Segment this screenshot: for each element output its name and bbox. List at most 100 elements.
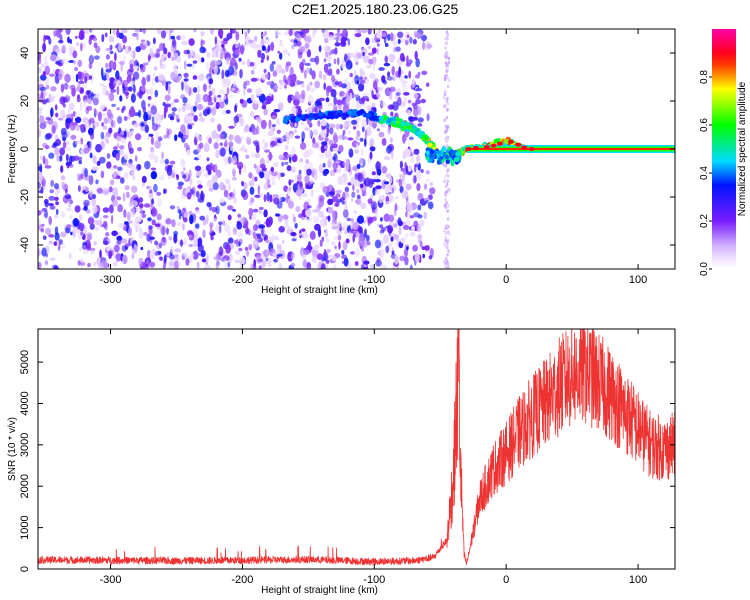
heatmap-cell (348, 88, 353, 94)
heatmap-cell (147, 136, 150, 140)
heatmap-cell (64, 146, 71, 152)
heatmap-cell (225, 57, 230, 65)
heatmap-cell (69, 214, 73, 219)
heatmap-cell (177, 185, 183, 190)
heatmap-cell (215, 101, 220, 110)
heatmap-cell (116, 235, 123, 241)
heatmap-cell (132, 71, 140, 80)
heatmap-cell (290, 39, 294, 43)
heatmap-cell (382, 79, 387, 85)
heatmap-cell (142, 106, 147, 114)
heatmap-cell (444, 130, 447, 134)
heatmap-cell (334, 245, 337, 250)
heatmap-cell (197, 184, 203, 189)
x-tick-label: -100 (363, 274, 385, 286)
heatmap-cell (259, 171, 265, 179)
heatmap-cell (301, 83, 305, 88)
heatmap-cell (447, 56, 451, 61)
heatmap-cell (443, 242, 446, 246)
heatmap-cell (98, 262, 105, 269)
heatmap-cell (305, 208, 312, 218)
heatmap-cell (290, 262, 296, 267)
heatmap-cell (310, 57, 317, 63)
heatmap-cell (42, 71, 46, 77)
heatmap-cell (202, 83, 207, 92)
y-tick-label: -20 (19, 189, 31, 205)
heatmap-cell (255, 233, 262, 237)
heatmap-cell (444, 51, 448, 55)
y-tick-label: 20 (19, 95, 31, 107)
heatmap-cell (154, 112, 161, 122)
heatmap-cell (154, 240, 159, 246)
heatmap-cell (337, 81, 343, 88)
heatmap-cell (215, 252, 220, 263)
heatmap-cell (325, 51, 329, 58)
heatmap-cell (365, 37, 370, 46)
heatmap-cell (337, 176, 344, 185)
heatmap-cell (193, 29, 197, 33)
heatmap-cell (274, 235, 279, 241)
heatmap-cell (112, 199, 118, 207)
heatmap-cell (375, 185, 382, 190)
heatmap-cell (116, 115, 123, 125)
heatmap-cell (290, 232, 297, 237)
heatmap-cell (299, 142, 307, 150)
heatmap-cell (399, 174, 402, 178)
heatmap-cell (294, 175, 298, 184)
heatmap-cell (388, 175, 393, 184)
heatmap-cell (375, 160, 381, 170)
heatmap-cell (249, 216, 252, 220)
heatmap-cell (412, 38, 417, 45)
heatmap-cell (215, 133, 221, 138)
heatmap-cell (366, 98, 370, 102)
heatmap-cell (90, 132, 95, 140)
heatmap-cell (38, 51, 42, 61)
y-tick-label: 0 (19, 146, 31, 152)
heatmap-cell (223, 142, 227, 148)
heatmap-cell (183, 167, 186, 171)
heatmap-cell (218, 101, 225, 109)
heatmap-cell (336, 68, 340, 75)
heatmap-cell (147, 249, 151, 260)
heatmap-cell (180, 124, 186, 134)
heatmap-cell (122, 105, 126, 111)
heatmap-cell (443, 118, 447, 122)
heatmap-cell (209, 61, 216, 69)
heatmap-cell (156, 29, 162, 35)
heatmap-cell (417, 234, 423, 240)
heatmap-cell (120, 177, 125, 184)
heatmap-cell (404, 121, 410, 127)
heatmap-cell (344, 91, 349, 98)
heatmap-cell (174, 134, 178, 142)
heatmap-cell (304, 114, 310, 119)
heatmap-cell (58, 39, 64, 44)
heatmap-cell (212, 182, 219, 191)
heatmap-cell (138, 226, 142, 235)
heatmap-cell (278, 31, 282, 36)
heatmap-cell (219, 181, 225, 191)
heatmap-cell (246, 250, 250, 257)
heatmap-cell (399, 160, 403, 169)
heatmap-cell (387, 33, 391, 41)
heatmap-cell (339, 90, 345, 97)
heatmap-cell (252, 214, 257, 221)
colorbar-tick-label: 0.6 (699, 118, 710, 132)
heatmap-cell (143, 111, 149, 122)
heatmap-cell (123, 153, 129, 160)
heatmap-cell (273, 161, 279, 168)
heatmap-cell (446, 32, 450, 37)
heatmap-cell (140, 63, 146, 73)
heatmap-cell (55, 29, 61, 38)
heatmap-cell (433, 149, 438, 155)
heatmap-cell (41, 63, 45, 69)
heatmap-cell (149, 87, 153, 96)
heatmap-cell (402, 133, 406, 144)
heatmap-cell (59, 155, 63, 162)
heatmap-cell (378, 67, 385, 71)
heatmap-cell (383, 213, 391, 222)
heatmap-cell (419, 219, 425, 227)
heatmap-cell (359, 109, 365, 114)
heatmap-cell (151, 219, 156, 226)
heatmap-cell (312, 29, 315, 39)
heatmap-cell (114, 244, 120, 253)
